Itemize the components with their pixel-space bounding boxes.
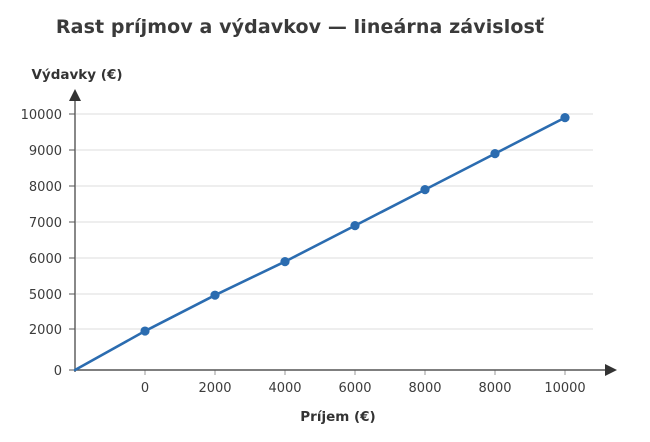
x-tick-label: 8000 xyxy=(478,381,511,396)
y-tick-label: 9000 xyxy=(29,144,62,159)
x-tick-label: 0 xyxy=(141,381,149,396)
x-tick-label: 4000 xyxy=(268,381,301,396)
y-tick-label: 7000 xyxy=(29,216,62,231)
y-axis-arrow-icon xyxy=(69,89,81,101)
x-tick-label: 10000 xyxy=(544,381,585,396)
x-axis-title: Príjem (€) xyxy=(300,409,375,425)
y-tick-label: 0 xyxy=(54,364,62,379)
data-point xyxy=(490,149,500,159)
data-point xyxy=(210,290,220,300)
x-axis-arrow-icon xyxy=(605,364,617,376)
series-line xyxy=(73,116,567,372)
y-tick-label: 8000 xyxy=(29,180,62,195)
gridlines xyxy=(76,113,593,330)
y-tick-label: 10000 xyxy=(21,108,62,123)
data-point xyxy=(420,185,430,195)
y-tick-label: 2000 xyxy=(29,323,62,338)
x-tick-label: 6000 xyxy=(338,381,371,396)
chart-title: Rast príjmov a výdavkov — lineárna závis… xyxy=(55,16,545,38)
y-tick-label: 6000 xyxy=(29,252,62,267)
x-axis-ticks: 0 2000 4000 6000 8000 8000 10000 xyxy=(141,370,586,396)
x-tick-label: 2000 xyxy=(198,381,231,396)
data-point xyxy=(280,257,290,267)
y-axis-ticks: 0 2000 5000 6000 7000 8000 9000 10000 xyxy=(21,108,75,379)
x-tick-label: 8000 xyxy=(408,381,441,396)
data-point xyxy=(140,326,150,336)
y-axis-title: Výdavky (€) xyxy=(31,67,122,83)
data-point xyxy=(350,221,360,231)
data-series xyxy=(73,113,570,372)
data-point xyxy=(560,113,570,123)
y-tick-label: 5000 xyxy=(29,288,62,303)
